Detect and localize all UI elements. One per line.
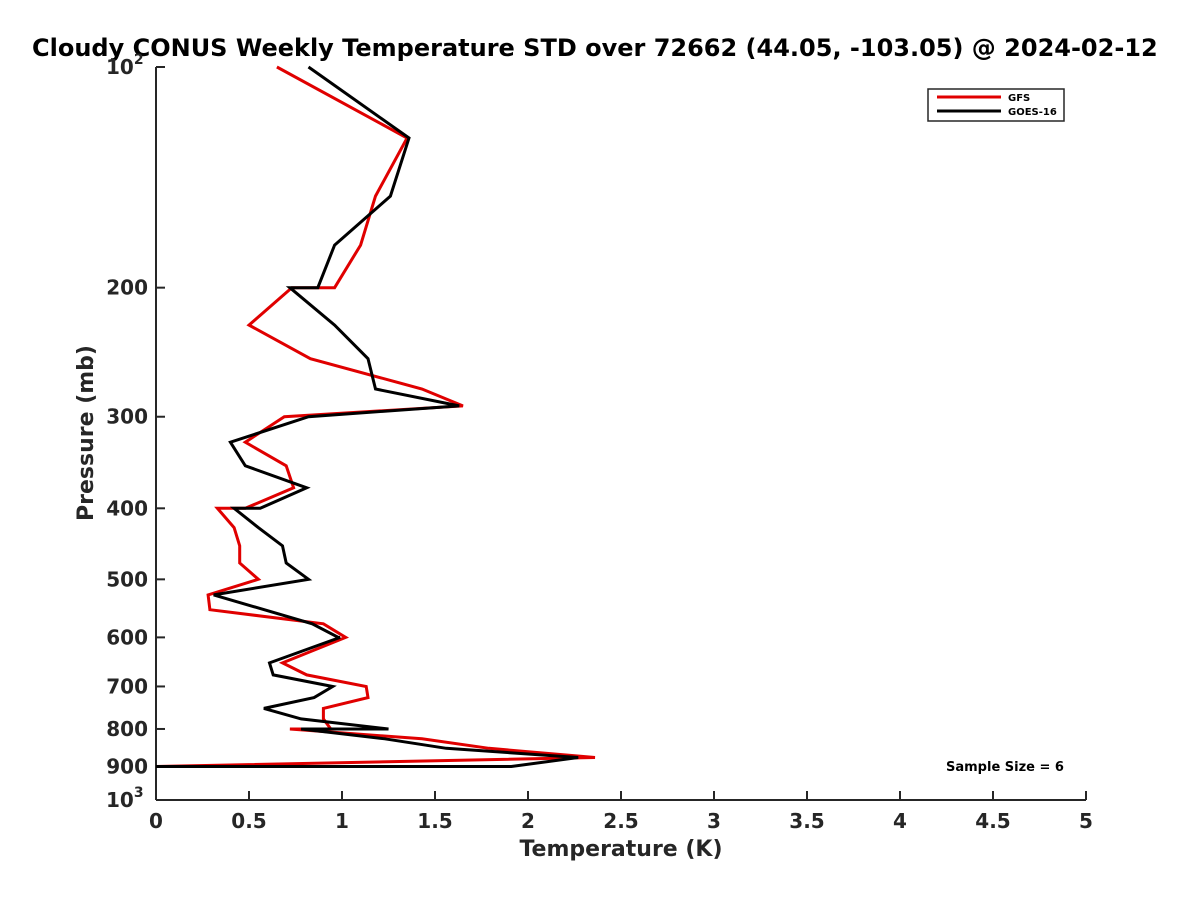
y-tick-base: 10 [106, 55, 134, 79]
y-tick-label: 400 [106, 496, 148, 520]
x-tick-label: 0.5 [231, 809, 266, 833]
series-lines [155, 65, 596, 768]
legend: GFS GOES-16 [927, 88, 1065, 122]
x-tick-label: 5 [1079, 809, 1093, 833]
y-tick-label: 300 [106, 405, 148, 429]
y-tick-label: 600 [106, 625, 148, 649]
x-tick-label: 4 [893, 809, 907, 833]
x-tick-label: 1 [335, 809, 349, 833]
x-tick-label: 2.5 [603, 809, 638, 833]
y-tick-label: 900 [106, 754, 148, 778]
axes [155, 67, 1086, 801]
legend-label-gfs: GFS [1008, 93, 1030, 104]
x-tick-label: 3 [707, 809, 721, 833]
x-tick-label: 0 [149, 809, 163, 833]
legend-label-goes16: GOES-16 [1008, 107, 1057, 118]
x-tick-label: 3.5 [789, 809, 824, 833]
sample-size-annotation: Sample Size = 6 [946, 760, 1064, 775]
legend-box [927, 88, 1065, 122]
x-tick-label: 1.5 [417, 809, 452, 833]
x-tick-label: 4.5 [975, 809, 1010, 833]
y-axis-label: Pressure (mb) [74, 345, 99, 521]
y-tick-label: 700 [106, 674, 148, 698]
y-tick-label: 103 [106, 785, 144, 812]
x-tick-label: 2 [521, 809, 535, 833]
x-axis-label: Temperature (K) [519, 837, 722, 862]
y-tick-label: 500 [106, 567, 148, 591]
y-tick-base: 10 [106, 788, 134, 812]
y-tick-exponent: 3 [134, 785, 144, 801]
y-tick-exponent: 2 [134, 52, 144, 68]
series-line-gfs [155, 65, 596, 768]
y-tick-label: 800 [106, 717, 148, 741]
y-tick-label: 102 [106, 52, 144, 79]
x-ticks: 0 0.5 1 1.5 2 2.5 3 3.5 4 4.5 5 [149, 791, 1093, 833]
series-line-goes16 [156, 65, 579, 768]
chart-title: Cloudy CONUS Weekly Temperature STD over… [32, 34, 1158, 62]
y-tick-label: 200 [106, 276, 148, 300]
